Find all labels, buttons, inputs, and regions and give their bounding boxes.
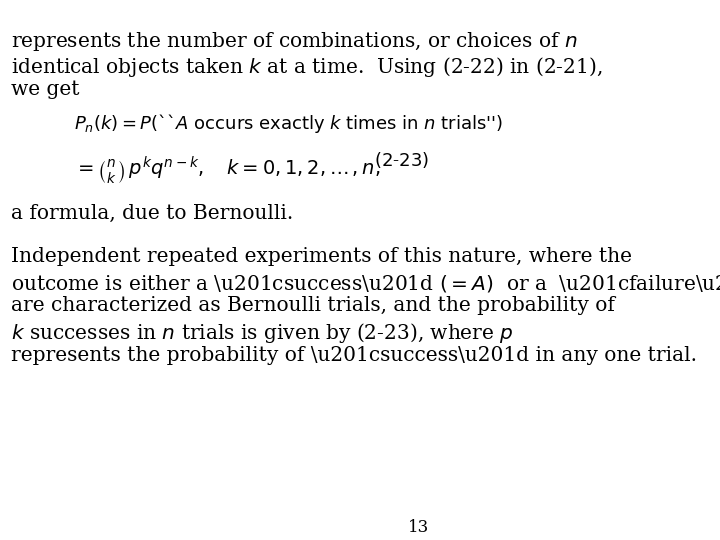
Text: $k$ successes in $n$ trials is given by (2-23), where $p$: $k$ successes in $n$ trials is given by … — [11, 321, 514, 345]
Text: $P_n(k) = P(\text{``}A\text{ occurs exactly }k\text{ times in }n\text{ trials''}: $P_n(k) = P(\text{``}A\text{ occurs exac… — [73, 112, 503, 136]
Text: are characterized as Bernoulli trials, and the probability of: are characterized as Bernoulli trials, a… — [11, 296, 615, 315]
Text: Independent repeated experiments of this nature, where the: Independent repeated experiments of this… — [11, 247, 632, 266]
Text: identical objects taken $k$ at a time.  Using (2-22) in (2-21),: identical objects taken $k$ at a time. U… — [11, 55, 603, 79]
Text: a formula, due to Bernoulli.: a formula, due to Bernoulli. — [11, 204, 293, 223]
Text: $= \binom{n}{k}\,p^k q^{n-k}, \quad k = 0,1,2,\ldots\,,n,$: $= \binom{n}{k}\,p^k q^{n-k}, \quad k = … — [73, 154, 380, 186]
Text: represents the number of combinations, or choices of $n$: represents the number of combinations, o… — [11, 30, 577, 53]
Text: 13: 13 — [408, 519, 429, 536]
Text: outcome is either a \u201csuccess\u201d $(= A)$  or a  \u201cfailure\u201d  $(= : outcome is either a \u201csuccess\u201d … — [11, 272, 720, 295]
Text: we get: we get — [11, 79, 79, 98]
Text: $(2$-$23)$: $(2$-$23)$ — [374, 150, 429, 170]
Text: represents the probability of \u201csuccess\u201d in any one trial.: represents the probability of \u201csucc… — [11, 346, 697, 365]
